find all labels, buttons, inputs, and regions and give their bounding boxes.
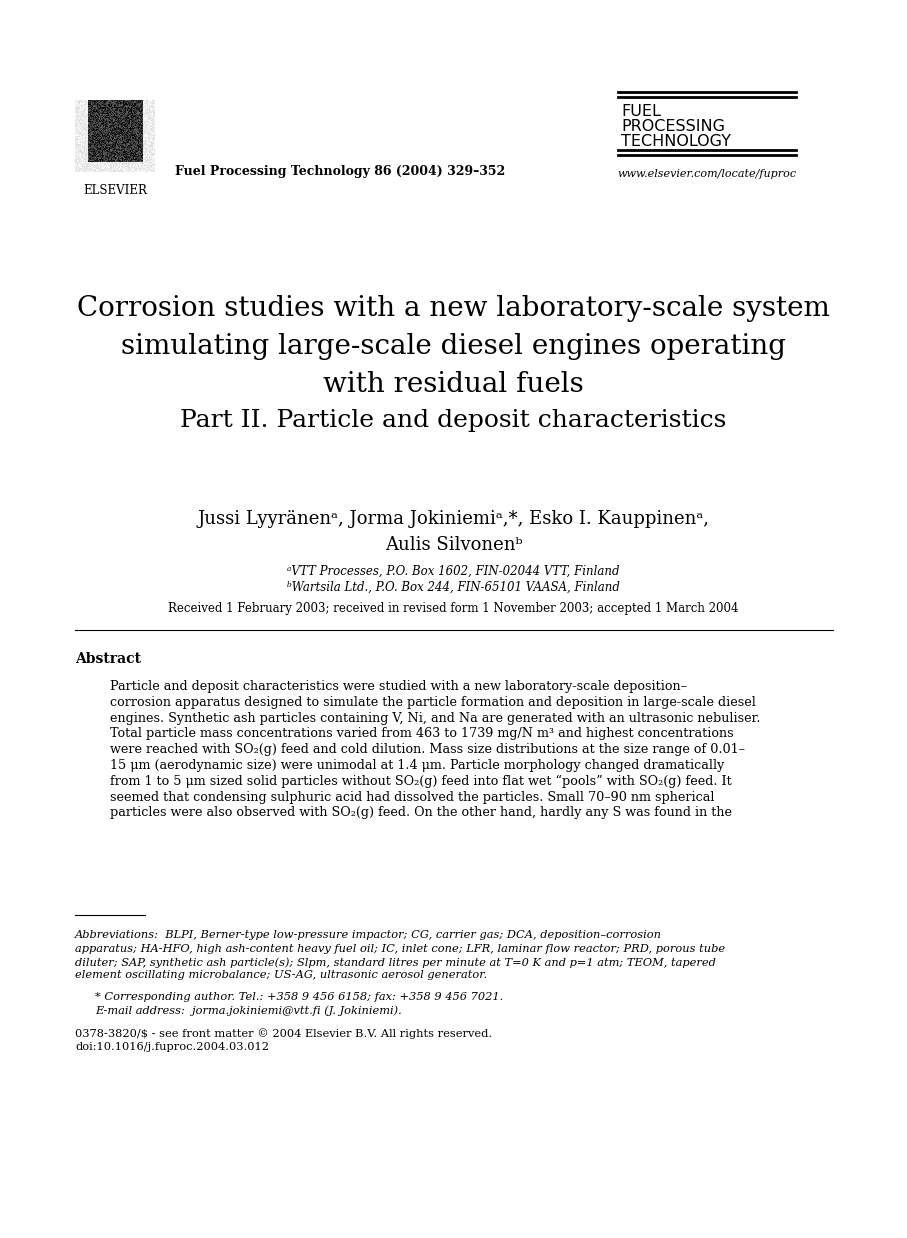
- Text: FUEL: FUEL: [621, 104, 661, 119]
- Text: corrosion apparatus designed to simulate the particle formation and deposition i: corrosion apparatus designed to simulate…: [110, 696, 756, 709]
- Text: with residual fuels: with residual fuels: [323, 371, 584, 397]
- Text: E-mail address:  jorma.jokiniemi@vtt.fi (J. Jokiniemi).: E-mail address: jorma.jokiniemi@vtt.fi (…: [95, 1005, 402, 1016]
- Text: TECHNOLOGY: TECHNOLOGY: [621, 134, 731, 149]
- Text: Jussi Lyyränenᵃ, Jorma Jokiniemiᵃ,*, Esko I. Kauppinenᵃ,: Jussi Lyyränenᵃ, Jorma Jokiniemiᵃ,*, Esk…: [198, 510, 709, 527]
- Text: PROCESSING: PROCESSING: [621, 119, 725, 134]
- Text: * Corresponding author. Tel.: +358 9 456 6158; fax: +358 9 456 7021.: * Corresponding author. Tel.: +358 9 456…: [95, 992, 503, 1002]
- Text: simulating large-scale diesel engines operating: simulating large-scale diesel engines op…: [121, 333, 786, 360]
- Text: Fuel Processing Technology 86 (2004) 329–352: Fuel Processing Technology 86 (2004) 329…: [175, 166, 505, 178]
- Text: Particle and deposit characteristics were studied with a new laboratory-scale de: Particle and deposit characteristics wer…: [110, 680, 687, 693]
- Text: element oscillating microbalance; US-AG, ultrasonic aerosol generator.: element oscillating microbalance; US-AG,…: [75, 971, 487, 980]
- Text: doi:10.1016/j.fuproc.2004.03.012: doi:10.1016/j.fuproc.2004.03.012: [75, 1042, 269, 1052]
- Text: 15 μm (aerodynamic size) were unimodal at 1.4 μm. Particle morphology changed dr: 15 μm (aerodynamic size) were unimodal a…: [110, 759, 725, 773]
- Text: Abstract: Abstract: [75, 652, 141, 666]
- Text: engines. Synthetic ash particles containing V, Ni, and Na are generated with an : engines. Synthetic ash particles contain…: [110, 712, 760, 724]
- Text: diluter; SAP, synthetic ash particle(s); Slpm, standard litres per minute at T=0: diluter; SAP, synthetic ash particle(s);…: [75, 957, 716, 968]
- Text: www.elsevier.com/locate/fuproc: www.elsevier.com/locate/fuproc: [618, 170, 796, 180]
- Text: from 1 to 5 μm sized solid particles without SO₂(g) feed into flat wet “pools” w: from 1 to 5 μm sized solid particles wit…: [110, 775, 732, 789]
- Text: ᵇWartsila Ltd., P.O. Box 244, FIN-65101 VAASA, Finland: ᵇWartsila Ltd., P.O. Box 244, FIN-65101 …: [287, 581, 620, 594]
- Text: 0378-3820/$ - see front matter © 2004 Elsevier B.V. All rights reserved.: 0378-3820/$ - see front matter © 2004 El…: [75, 1028, 493, 1039]
- Text: particles were also observed with SO₂(g) feed. On the other hand, hardly any S w: particles were also observed with SO₂(g)…: [110, 806, 732, 820]
- Text: Total particle mass concentrations varied from 463 to 1739 mg/N m³ and highest c: Total particle mass concentrations varie…: [110, 728, 734, 740]
- Text: apparatus; HA-HFO, high ash-content heavy fuel oil; IC, inlet cone; LFR, laminar: apparatus; HA-HFO, high ash-content heav…: [75, 943, 725, 953]
- Text: Abbreviations:  BLPI, Berner-type low-pressure impactor; CG, carrier gas; DCA, d: Abbreviations: BLPI, Berner-type low-pre…: [75, 930, 662, 940]
- Text: seemed that condensing sulphuric acid had dissolved the particles. Small 70–90 n: seemed that condensing sulphuric acid ha…: [110, 791, 715, 803]
- Text: Aulis Silvonenᵇ: Aulis Silvonenᵇ: [385, 536, 522, 553]
- Text: ELSEVIER: ELSEVIER: [83, 184, 147, 197]
- Text: Corrosion studies with a new laboratory-scale system: Corrosion studies with a new laboratory-…: [77, 295, 830, 322]
- Text: Received 1 February 2003; received in revised form 1 November 2003; accepted 1 M: Received 1 February 2003; received in re…: [169, 602, 738, 615]
- Text: ᵃVTT Processes, P.O. Box 1602, FIN-02044 VTT, Finland: ᵃVTT Processes, P.O. Box 1602, FIN-02044…: [288, 565, 619, 578]
- Text: Part II. Particle and deposit characteristics: Part II. Particle and deposit characteri…: [180, 409, 727, 432]
- Text: were reached with SO₂(g) feed and cold dilution. Mass size distributions at the : were reached with SO₂(g) feed and cold d…: [110, 743, 745, 756]
